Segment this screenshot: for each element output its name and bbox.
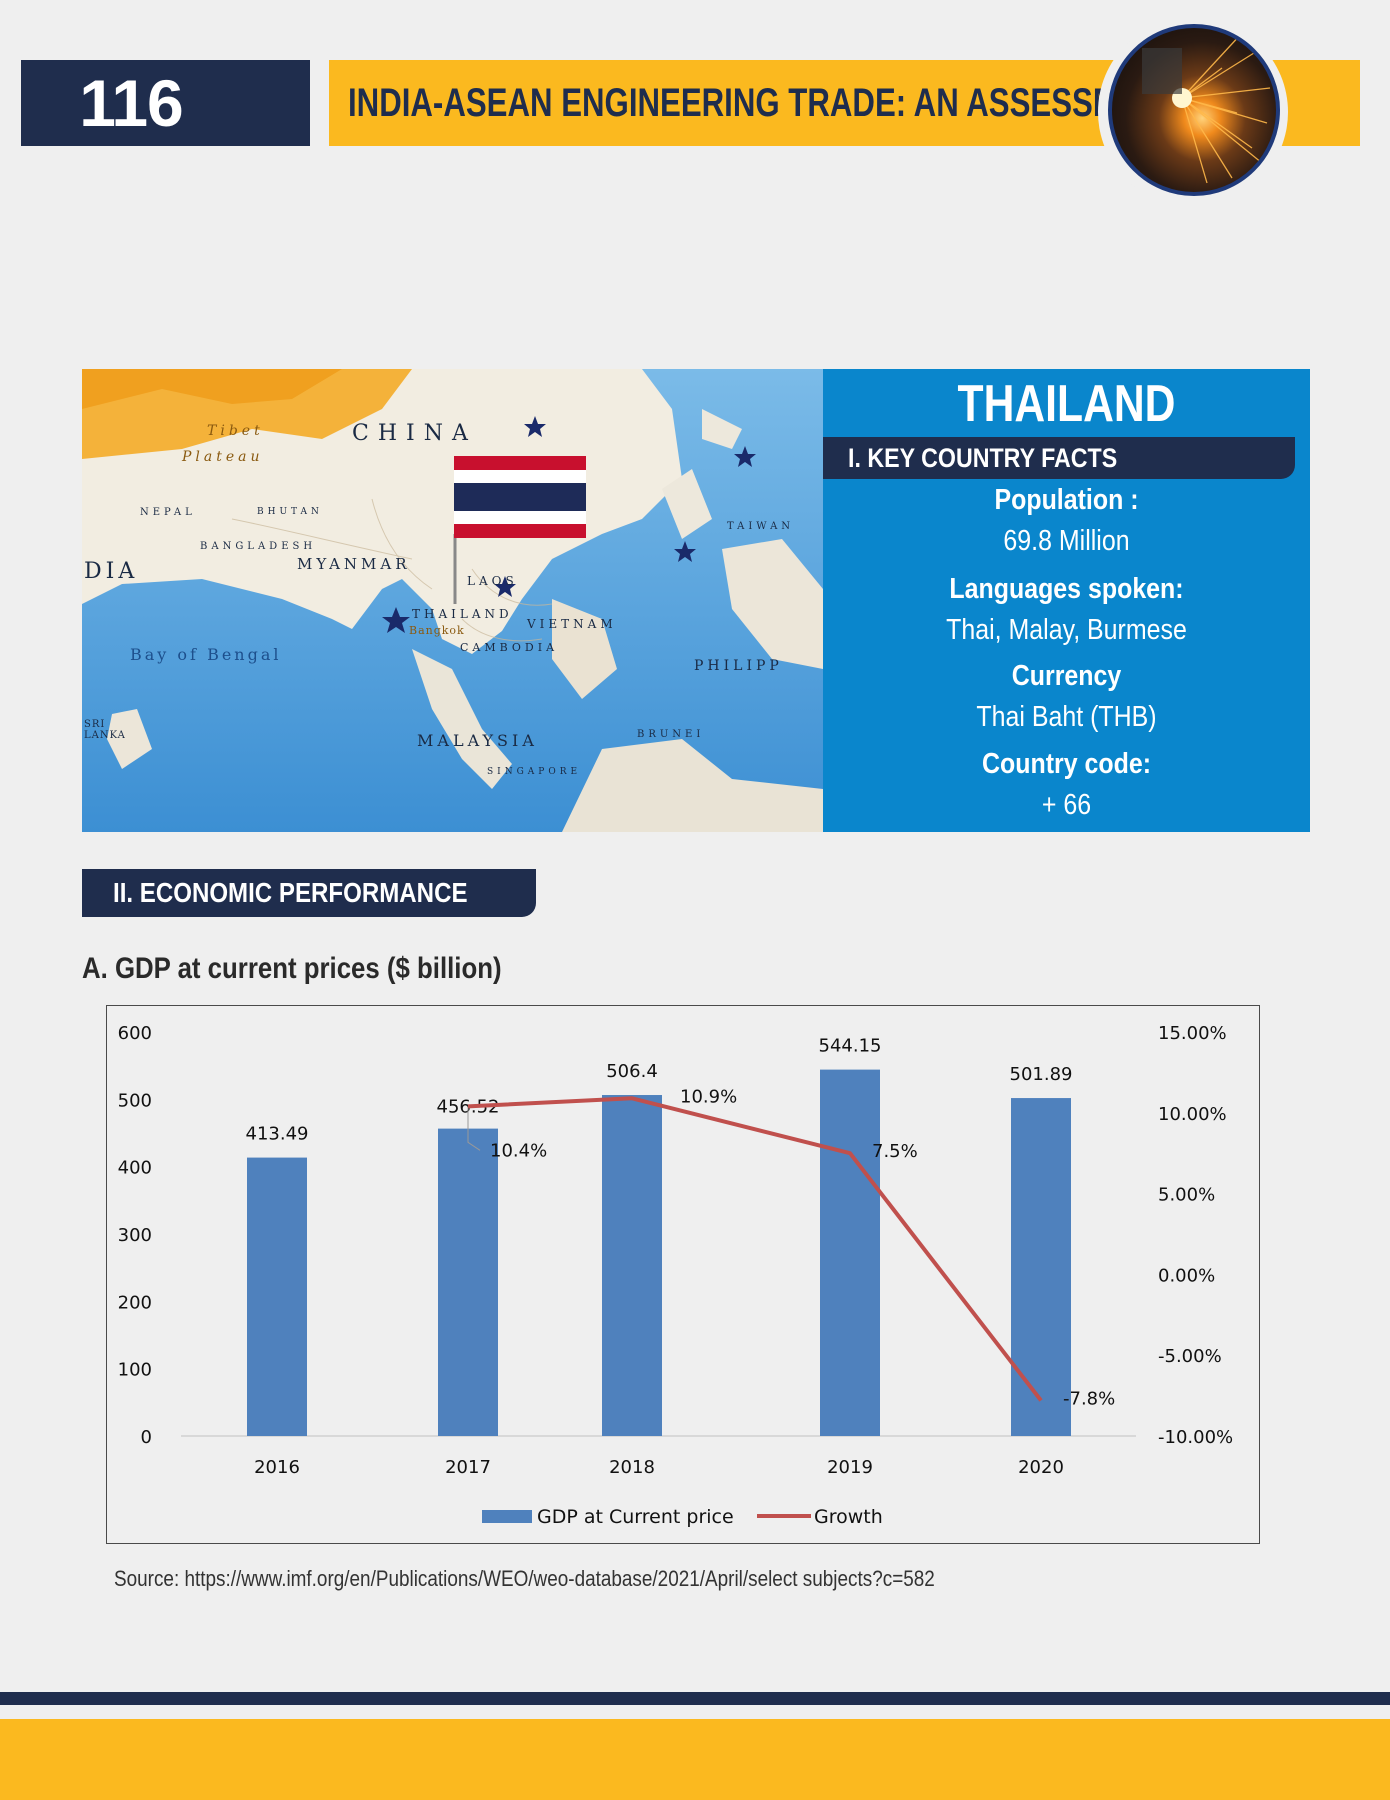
map-label-sri-lanka: SRI LANKA [84, 719, 126, 741]
gdp-bar-value-label: 506.4 [606, 1061, 658, 1082]
right-axis-tick-label: 5.00% [1158, 1185, 1215, 1206]
x-axis-tick-label: 2016 [254, 1457, 300, 1478]
gdp-bar [820, 1069, 880, 1436]
map-label-cambodia: CAMBODIA [460, 641, 559, 654]
gdp-bar-value-label: 501.89 [1010, 1064, 1073, 1085]
map-label-thailand: THAILAND [412, 607, 513, 621]
gdp-chart: 0 100 200 300 400 500 600 -10.00% -5.00% 0.00% 5.0… [118, 1023, 1234, 1528]
left-axis-tick-label: 600 [118, 1023, 152, 1044]
x-axis-tick-label: 2018 [609, 1457, 655, 1478]
map-label-myanmar: MYANMAR [297, 555, 411, 573]
legend-label-growth: Growth [814, 1506, 883, 1528]
left-axis-tick-label: 400 [118, 1158, 152, 1179]
gdp-bar [438, 1128, 498, 1436]
country-name: THAILAND [957, 375, 1176, 433]
left-axis-tick-label: 200 [118, 1292, 152, 1313]
economic-heading: II. ECONOMIC PERFORMANCE [113, 877, 468, 908]
document-title: INDIA-ASEAN ENGINEERING TRADE: AN ASSESS… [348, 81, 1182, 125]
footer-bar [0, 1719, 1390, 1800]
gdp-bar-value-label: 456.52 [437, 1097, 500, 1118]
map-label-malaysia: MALAYSIA [417, 731, 538, 750]
growth-value-label: -7.8% [1063, 1388, 1115, 1409]
map-label-plateau: Plateau [182, 449, 264, 465]
fact-value-currency: Thai Baht (THB) [976, 701, 1157, 733]
gdp-bar [1011, 1098, 1071, 1436]
map-label-nepal: NEPAL [140, 507, 196, 518]
left-axis-tick-label: 0 [141, 1427, 152, 1448]
gdp-bar-value-label: 544.15 [819, 1036, 882, 1057]
growth-line [467, 1096, 1043, 1402]
map-label-singapore: SINGAPORE [487, 767, 582, 777]
economic-heading-bar [82, 869, 536, 917]
legend-label-gdp: GDP at Current price [537, 1506, 734, 1528]
thailand-flag-icon [454, 456, 586, 538]
fact-label-population: Population : [994, 484, 1139, 516]
growth-label-leader-line [467, 1108, 481, 1151]
map-label-china: CHINA [352, 421, 477, 446]
map-label-brunei: BRUNEI [637, 729, 705, 740]
map-label-laos: LAOS [467, 574, 518, 588]
source-note: Source: https://www.imf.org/en/Publicati… [114, 1566, 935, 1591]
map-label-bay-of-bengal: Bay of Bengal [130, 645, 282, 664]
right-axis-tick-label: 15.00% [1158, 1023, 1227, 1044]
page-number: 116 [79, 66, 183, 140]
map-label-bangkok: Bangkok [409, 624, 465, 637]
map-label-tibet: Tibet [207, 423, 264, 439]
map-label-bhutan: BHUTAN [257, 507, 323, 517]
legend-swatch-gdp [482, 1510, 532, 1523]
x-axis-tick-label: 2020 [1018, 1457, 1064, 1478]
right-axis-tick-label: -5.00% [1158, 1346, 1222, 1367]
fact-label-country-code: Country code: [981, 748, 1152, 780]
map-label-taiwan: TAIWAN [727, 521, 795, 532]
x-axis-tick-label: 2017 [445, 1457, 491, 1478]
right-axis-tick-label: -10.00% [1158, 1427, 1233, 1448]
page-number-box [21, 60, 310, 146]
x-axis-tick-label: 2019 [827, 1457, 873, 1478]
fact-value-country-code: + 66 [1041, 789, 1092, 821]
growth-value-label: 10.4% [490, 1140, 547, 1161]
map-label-philippines: PHILIPP [694, 658, 783, 674]
map-label-vietnam: VIETNAM [527, 617, 617, 631]
region-map: Tibet Plateau CHINA NEPAL BHUTAN BANGLAD… [82, 369, 823, 832]
key-facts-heading-bar [823, 437, 1295, 479]
welding-sparks-photo [1108, 24, 1280, 196]
growth-value-label: 10.9% [680, 1086, 737, 1107]
fact-value-population: 69.8 Million [1003, 525, 1130, 557]
fact-label-currency: Currency [1011, 660, 1122, 692]
growth-value-label: 7.5% [872, 1141, 918, 1162]
left-axis-tick-label: 300 [118, 1225, 152, 1246]
right-axis-tick-label: 10.00% [1158, 1104, 1227, 1125]
fact-value-languages: Thai, Malay, Burmese [946, 614, 1187, 646]
left-axis-tick-label: 500 [118, 1090, 152, 1111]
footer-line [0, 1692, 1390, 1705]
map-label-india: DIA [84, 559, 139, 584]
key-facts-heading: I. KEY COUNTRY FACTS [848, 443, 1118, 473]
gdp-bar [602, 1095, 662, 1436]
gdp-bar [247, 1157, 307, 1436]
map-label-bangladesh: BANGLADESH [200, 541, 317, 552]
fact-label-languages: Languages spoken: [949, 573, 1184, 605]
gdp-bar-value-label: 413.49 [246, 1124, 309, 1145]
gdp-chart-frame [106, 1005, 1260, 1544]
gdp-chart-heading: A. GDP at current prices ($ billion) [82, 952, 502, 985]
left-axis-tick-label: 100 [118, 1360, 152, 1381]
right-axis-tick-label: 0.00% [1158, 1265, 1215, 1286]
